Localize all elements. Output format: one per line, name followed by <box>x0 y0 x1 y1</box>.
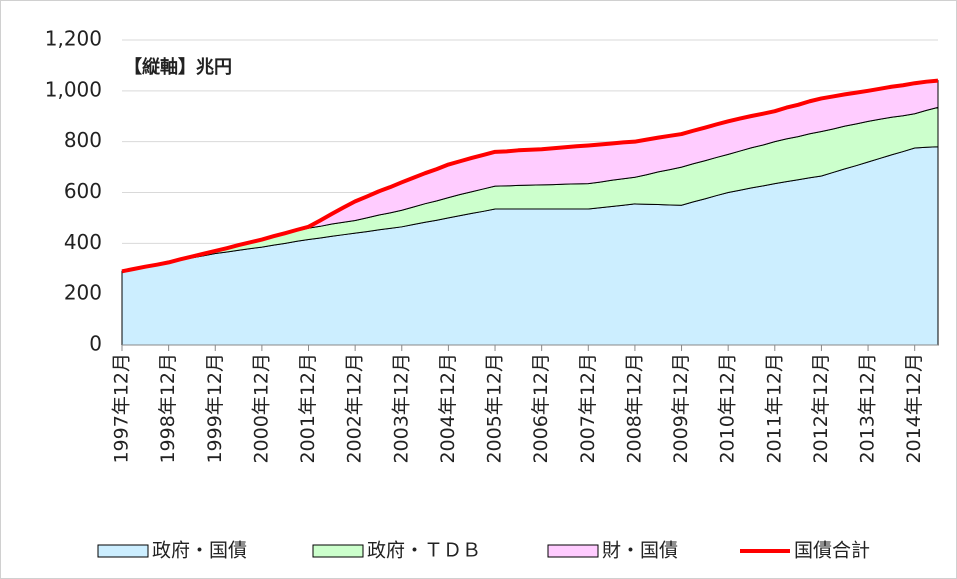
x-tick-label: 2003年12月 <box>390 353 412 464</box>
x-tick-label: 2009年12月 <box>670 353 692 464</box>
y-tick-label: 1,000 <box>45 77 102 101</box>
axis-unit-note: 【縦軸】兆円 <box>124 56 232 78</box>
y-tick-label: 0 <box>89 332 102 356</box>
x-tick-label: 2006年12月 <box>530 353 552 464</box>
x-tick-label: 2011年12月 <box>763 353 785 464</box>
legend-label: 財・国債 <box>602 540 678 562</box>
y-tick-label: 600 <box>64 179 102 203</box>
x-tick-label: 2012年12月 <box>810 353 832 464</box>
legend-label: 政府・ＴＤＢ <box>367 540 481 562</box>
x-tick-label: 2014年12月 <box>903 353 925 464</box>
x-tick-label: 2004年12月 <box>437 353 459 464</box>
legend-swatch <box>97 544 149 558</box>
x-tick-label: 2013年12月 <box>857 353 879 464</box>
x-tick-label: 2001年12月 <box>297 353 319 464</box>
y-tick-label: 200 <box>64 281 102 305</box>
x-tick-label: 2010年12月 <box>717 353 739 464</box>
x-tick-label: 1998年12月 <box>157 353 179 464</box>
x-tick-label: 2002年12月 <box>344 353 366 464</box>
x-tick-label: 2005年12月 <box>484 353 506 464</box>
y-tick-label: 800 <box>64 128 102 152</box>
total-line <box>121 78 939 274</box>
x-tick-label: 1999年12月 <box>204 353 226 464</box>
legend-label: 国債合計 <box>794 540 870 562</box>
legend-label: 政府・国債 <box>152 540 247 562</box>
legend-swatch <box>312 544 364 558</box>
y-tick-label: 400 <box>64 230 102 254</box>
legend-swatch <box>547 544 599 558</box>
x-tick-label: 2000年12月 <box>250 353 272 464</box>
x-tick-label: 2007年12月 <box>577 353 599 464</box>
x-tick-label: 1997年12月 <box>111 353 133 464</box>
y-tick-label: 1,200 <box>45 27 102 51</box>
x-tick-label: 2008年12月 <box>623 353 645 464</box>
